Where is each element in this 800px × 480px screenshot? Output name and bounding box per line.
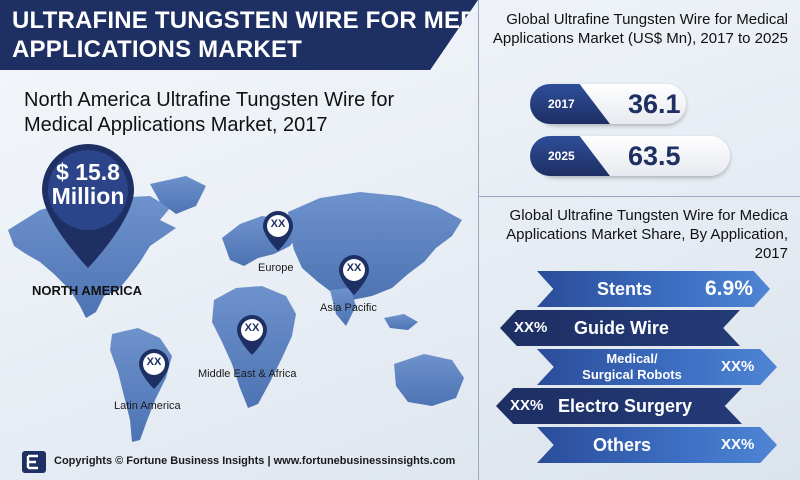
left-panel: ULTRAFINE TUNGSTEN WIRE FOR MEDICAL APPL… (0, 0, 478, 473)
map-pin-icon (139, 349, 169, 389)
asia-pacific-pin: XX (338, 254, 370, 296)
fortune-business-insights-logo-icon (22, 451, 46, 473)
latin-america-pin: XX (138, 348, 170, 390)
year-pill-2025: 2025 63.5 (530, 136, 730, 176)
map-pin-icon (263, 211, 293, 251)
application-band-others: Others XX% (537, 427, 777, 463)
application-label: Guide Wire (574, 318, 669, 338)
application-band-electro-surgery: XX% Electro Surgery (496, 388, 742, 424)
application-value: XX% (510, 397, 544, 414)
north-america-pin: $ 15.8 Million (40, 142, 136, 270)
asia-pacific-label: Asia Pacific (320, 302, 377, 314)
global-market-title: Global Ultrafine Tungsten Wire for Medic… (492, 11, 788, 47)
horizontal-divider (479, 196, 800, 197)
year-label: 2025 (548, 149, 575, 163)
latin-america-label: Latin America (114, 400, 181, 412)
application-label: Stents (597, 279, 653, 299)
north-america-value: $ 15.8 (56, 159, 120, 185)
main-title-line-2: APPLICATIONS MARKET (12, 36, 303, 63)
year-value: 36.1 (628, 89, 681, 119)
europe-label: Europe (258, 262, 294, 274)
application-label-line-2: Surgical Robots (582, 367, 682, 382)
world-map-area: XX Europe XX Asia Pacific XX Middle East… (0, 150, 478, 450)
year-value: 63.5 (628, 141, 681, 171)
application-value: XX% (514, 319, 548, 336)
middle-east-africa-label: Middle East & Africa (198, 368, 297, 380)
application-band-surgical-robots: Medical/ Surgical Robots XX% (537, 349, 777, 385)
middle-east-africa-pin: XX (236, 314, 268, 356)
application-value: XX% (721, 436, 755, 453)
europe-value: XX (270, 218, 286, 230)
title-banner: ULTRAFINE TUNGSTEN WIRE FOR MEDICAL APPL… (0, 0, 478, 70)
year-pill-2017: 2017 36.1 (530, 84, 686, 124)
application-label: Electro Surgery (558, 396, 693, 416)
application-label-line-1: Medical/ (606, 351, 658, 366)
north-america-label: NORTH AMERICA (32, 283, 143, 298)
north-america-title: North America Ultrafine Tungsten Wire fo… (24, 89, 395, 136)
map-pin-icon (339, 255, 369, 295)
middle-east-africa-value: XX (244, 322, 260, 334)
application-band-stents: Stents 6.9% (537, 271, 770, 307)
application-band-guide-wire: XX% Guide Wire (500, 310, 740, 346)
main-title-line-1: ULTRAFINE TUNGSTEN WIRE FOR MEDICAL (12, 7, 535, 34)
asia-pacific-value: XX (346, 262, 362, 274)
map-pin-icon (42, 144, 134, 268)
application-label: Others (593, 435, 652, 455)
application-value: XX% (721, 358, 755, 375)
north-america-unit: Million (51, 183, 125, 209)
vertical-divider (478, 0, 479, 480)
europe-pin: XX (262, 210, 294, 252)
application-share-title: Global Ultrafine Tungsten Wire for Medic… (506, 207, 788, 262)
copyright-text: Copyrights © Fortune Business Insights |… (54, 455, 456, 467)
application-value: 6.9% (705, 277, 753, 300)
latin-america-value: XX (146, 356, 162, 368)
year-label: 2017 (548, 97, 575, 111)
map-pin-icon (237, 315, 267, 355)
